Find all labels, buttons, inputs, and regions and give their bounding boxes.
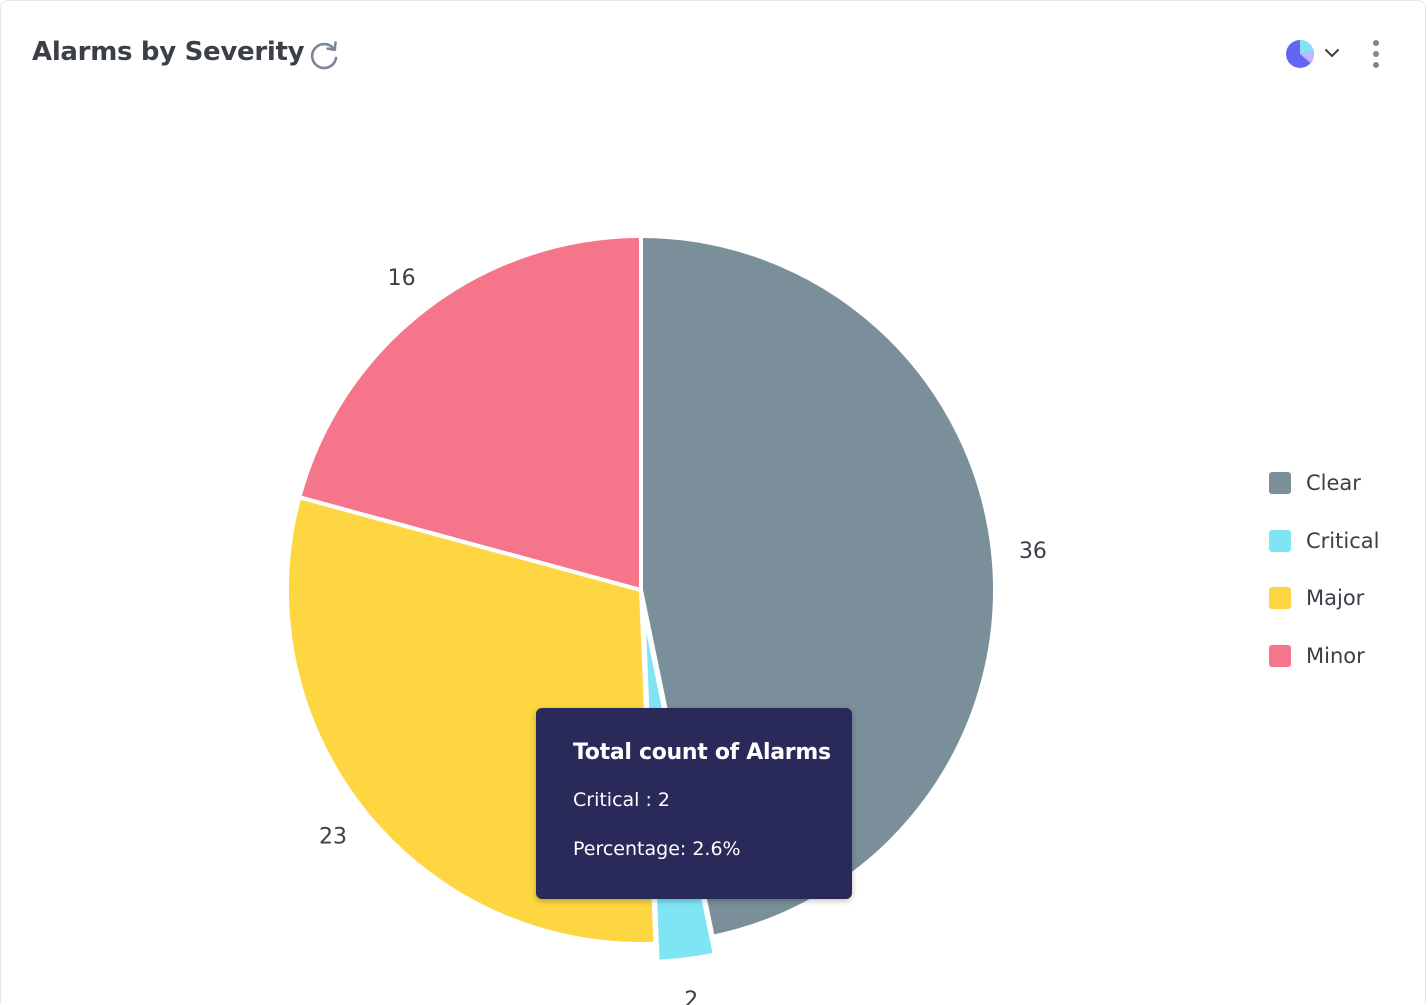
refresh-icon[interactable] [306, 37, 342, 73]
legend-item-critical[interactable]: Critical [1269, 521, 1379, 561]
chevron-down-icon [1325, 49, 1339, 57]
tooltip-series-value: Critical : 2 [573, 789, 671, 811]
data-label-minor: 16 [388, 266, 416, 291]
legend-label: Major [1306, 586, 1365, 610]
tooltip-title: Total count of Alarms [573, 740, 831, 765]
legend-swatch [1269, 529, 1291, 552]
chart-tooltip: Total count of Alarms Critical : 2 Perce… [536, 708, 852, 899]
pie-slice-minor[interactable] [297, 234, 643, 592]
legend: Clear Critical Major Minor [1269, 463, 1379, 693]
legend-item-clear[interactable]: Clear [1269, 463, 1379, 503]
legend-swatch [1269, 472, 1291, 494]
chart-type-selector[interactable] [1283, 37, 1347, 71]
pie-chart-icon [1286, 40, 1314, 68]
legend-label: Minor [1306, 643, 1365, 668]
legend-label: Critical [1306, 528, 1380, 553]
more-vertical-icon[interactable] [1363, 37, 1389, 71]
data-label-clear: 36 [1019, 539, 1047, 564]
data-label-major: 23 [319, 825, 347, 850]
legend-label: Clear [1306, 471, 1361, 495]
tooltip-percentage: Percentage: 2.6% [573, 838, 741, 860]
legend-swatch [1269, 644, 1291, 667]
data-label-critical: 2 [684, 988, 698, 1005]
legend-item-major[interactable]: Major [1269, 578, 1379, 618]
chart-title: Alarms by Severity [32, 37, 305, 67]
legend-swatch [1269, 587, 1291, 609]
legend-item-minor[interactable]: Minor [1269, 636, 1379, 676]
